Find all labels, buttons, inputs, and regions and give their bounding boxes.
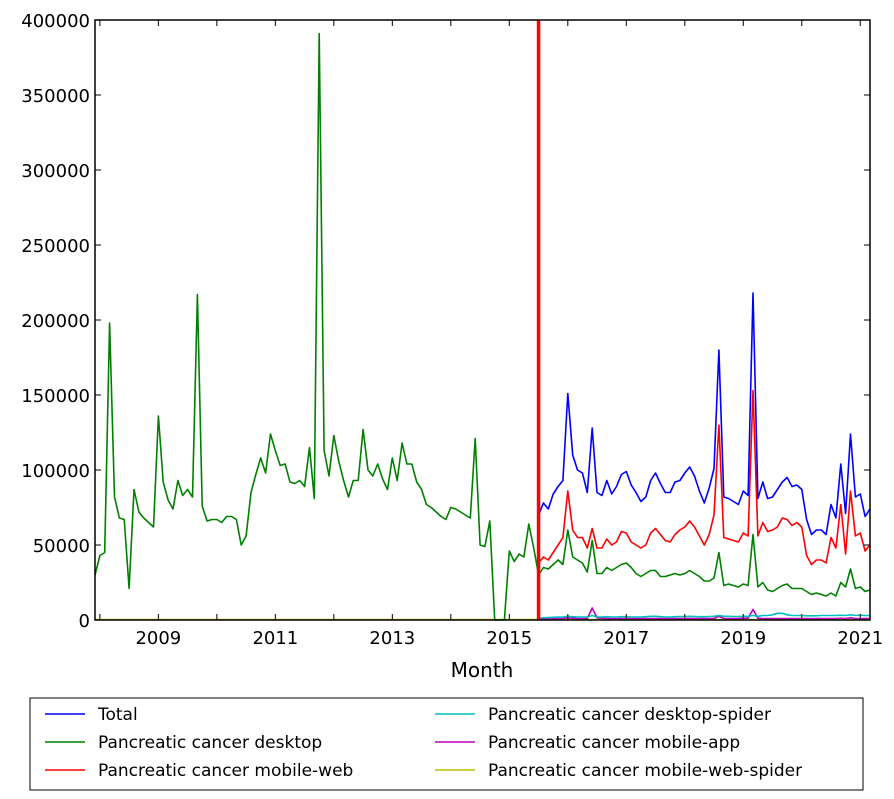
series-line-3 [538,612,870,619]
series-line-4 [538,607,870,620]
legend-label: Pancreatic cancer desktop [98,733,322,753]
y-tick-label: 0 [79,611,90,632]
legend-label: Pancreatic cancer mobile-web [98,761,353,781]
series-line-1 [94,32,871,621]
x-tick-label: 2015 [486,628,532,649]
y-tick-label: 200000 [21,311,90,332]
series-line-2 [537,389,871,566]
x-tick-label: 2019 [720,628,766,649]
x-axis-label: Month [451,658,514,682]
y-tick-label: 300000 [21,161,90,182]
legend-label: Pancreatic cancer mobile-app [488,733,740,753]
y-tick-label: 100000 [21,461,90,482]
y-tick-label: 250000 [21,236,90,257]
x-tick-label: 2021 [837,628,883,649]
y-tick-label: 350000 [21,86,90,107]
y-tick-label: 50000 [33,536,90,557]
series-line-0 [537,292,871,536]
x-tick-label: 2017 [603,628,649,649]
x-tick-label: 2011 [252,628,298,649]
legend-label: Pancreatic cancer mobile-web-spider [488,761,802,781]
legend: Total Pancreatic cancer desktop Pancreatic… [29,697,864,791]
plot-lines [94,20,871,621]
y-tick-label: 400000 [21,11,90,32]
x-tick-label: 2009 [135,628,181,649]
legend-label: Pancreatic cancer desktop-spider [488,705,771,725]
y-axis: 0 50000 100000 150000 200000 250000 300000 3500… [21,11,870,632]
x-axis: 2009 2011 2013 2015 2017 2019 2021 [99,20,883,649]
y-tick-label: 150000 [21,386,90,407]
legend-label: Total [97,705,138,725]
x-tick-label: 2013 [369,628,415,649]
